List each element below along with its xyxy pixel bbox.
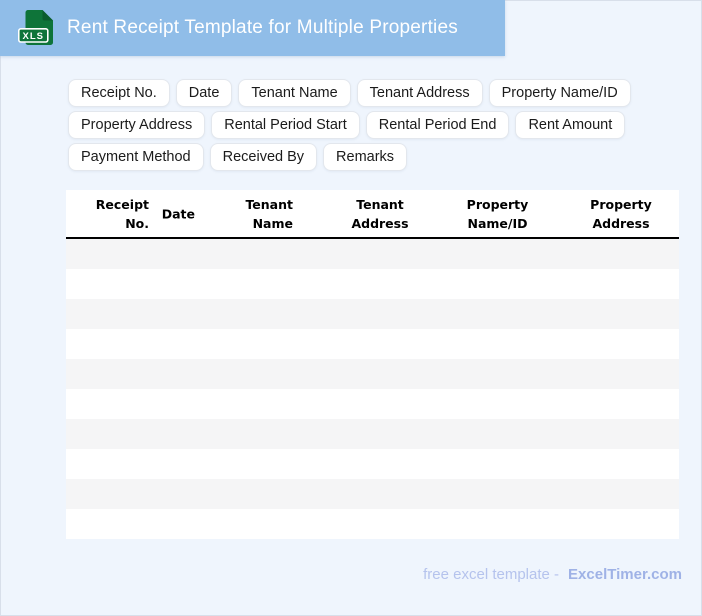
chip-received-by[interactable]: Received By <box>209 143 318 171</box>
chip-row-1: Receipt No. Date Tenant Name Tenant Addr… <box>68 79 694 107</box>
chip-rent-amount[interactable]: Rent Amount <box>515 111 626 139</box>
field-chip-list: Receipt No. Date Tenant Name Tenant Addr… <box>68 79 694 175</box>
chip-property-address[interactable]: Property Address <box>68 111 206 139</box>
chip-receipt-no[interactable]: Receipt No. <box>68 79 170 107</box>
chip-rental-period-end[interactable]: Rental Period End <box>365 111 510 139</box>
column-header-property-address: Property Address <box>590 196 652 231</box>
chip-date[interactable]: Date <box>175 79 233 107</box>
svg-text:XLS: XLS <box>23 31 44 42</box>
chip-rental-period-start[interactable]: Rental Period Start <box>211 111 360 139</box>
chip-tenant-name[interactable]: Tenant Name <box>238 79 351 107</box>
column-header-receipt-no: Receipt No. <box>95 196 149 231</box>
chip-payment-method[interactable]: Payment Method <box>68 143 204 171</box>
table-row <box>66 449 679 479</box>
table-row <box>66 389 679 419</box>
column-header-tenant-address: Tenant Address <box>351 196 409 231</box>
chip-tenant-address[interactable]: Tenant Address <box>356 79 483 107</box>
table-row <box>66 239 679 269</box>
footer-brand-link[interactable]: ExcelTimer.com <box>568 566 682 583</box>
page-title: Rent Receipt Template for Multiple Prope… <box>67 17 458 38</box>
chip-row-3: Payment Method Received By Remarks <box>68 143 694 171</box>
xls-file-icon: XLS <box>17 9 55 47</box>
footer-credit: free excel template - ExcelTimer.com <box>423 566 682 583</box>
chip-remarks[interactable]: Remarks <box>323 143 408 171</box>
table-row <box>66 509 679 539</box>
chip-row-2: Property Address Rental Period Start Ren… <box>68 111 694 139</box>
table-row <box>66 299 679 329</box>
table-header-row: Receipt No. Date Tenant Name Tenant Addr… <box>66 190 679 239</box>
table-row <box>66 359 679 389</box>
template-preview-table: Receipt No. Date Tenant Name Tenant Addr… <box>66 190 679 539</box>
table-body <box>66 239 679 539</box>
footer-label: free excel template - <box>423 566 560 583</box>
table-row <box>66 329 679 359</box>
column-header-tenant-name: Tenant Name <box>245 196 293 231</box>
table-row <box>66 479 679 509</box>
column-header-date: Date <box>161 206 195 221</box>
column-header-property-name-id: Property Name/ID <box>466 196 529 231</box>
table-row <box>66 419 679 449</box>
table-row <box>66 269 679 299</box>
chip-property-name-id[interactable]: Property Name/ID <box>488 79 631 107</box>
header-banner: XLS Rent Receipt Template for Multiple P… <box>0 0 505 56</box>
